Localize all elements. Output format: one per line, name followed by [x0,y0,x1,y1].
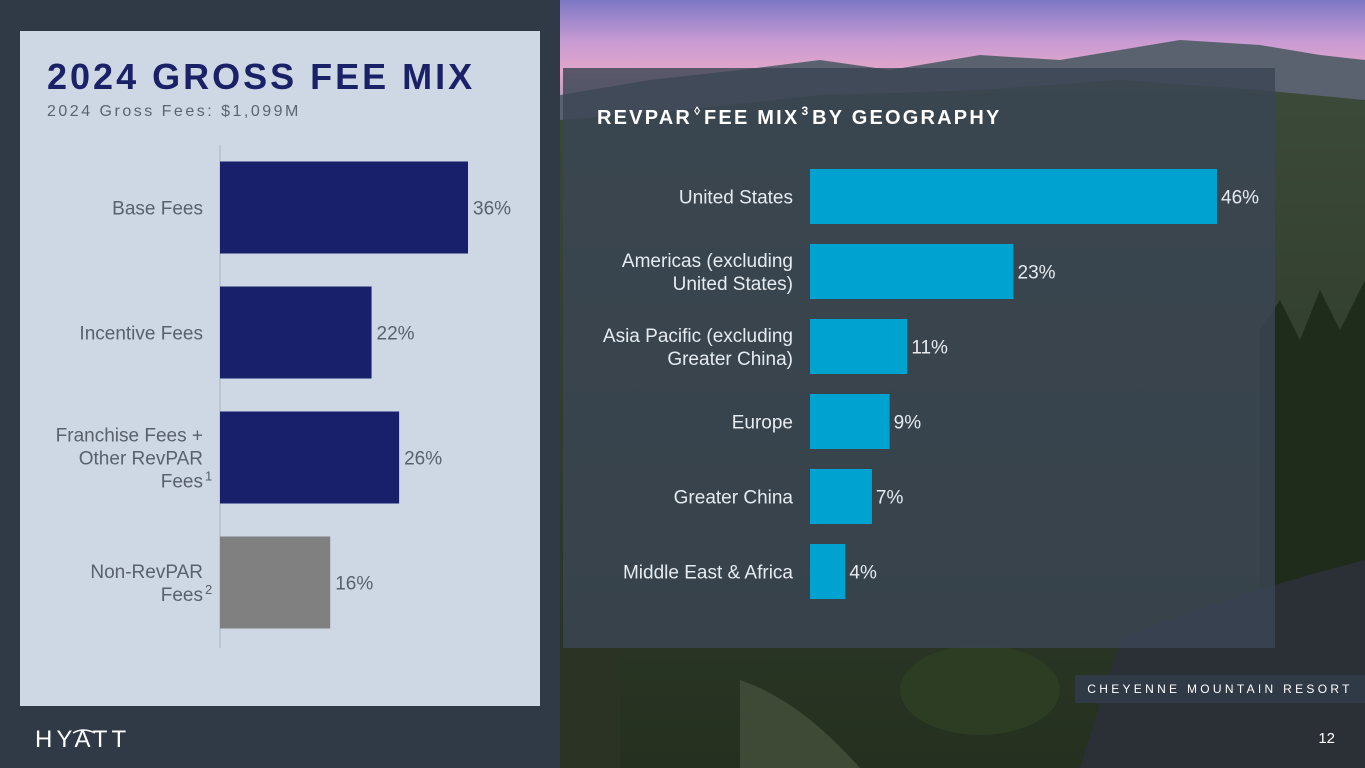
geo-category-label-0-0: United States [679,188,793,209]
title-part-1: REVPAR [597,107,693,129]
data-label-3: 16% [335,574,373,595]
title-part-3: BY GEOGRAPHY [812,107,1002,129]
geography-fee-mix-chart: 46% United States 23% Americas (excludingUn… [603,169,1259,599]
footnote-mark-3: 2 [205,582,212,597]
footnote-mark-3: 3 [801,104,809,118]
category-label-3-1: Fees [161,585,203,606]
chart-title: 2024 GROSS FEE MIX [47,56,476,97]
geo-category-label-1-1: United States) [673,274,793,295]
geo-bar-2 [810,319,908,374]
right-panel [563,68,1275,648]
category-label-2-1: Other RevPAR [79,449,203,470]
chart-subtitle: 2024 Gross Fees: $1,099M [47,103,301,120]
geo-category-label-3-0: Europe [732,413,793,434]
geography-chart-title: REVPAR ◊ FEE MIX 3 BY GEOGRAPHY [597,104,1002,130]
bar-3 [220,536,331,629]
geo-bar-5 [810,544,846,599]
hyatt-logo: HYATT [35,723,135,758]
geo-data-label-4: 7% [876,488,904,509]
geo-data-label-1: 23% [1018,263,1056,284]
category-label-1-0: Incentive Fees [79,324,203,345]
geo-category-label-2-1: Greater China) [667,349,793,370]
geo-bar-3 [810,394,890,449]
bar-0 [220,161,468,254]
data-label-1: 22% [377,324,415,345]
category-label-2-2: Fees [161,472,203,493]
geo-data-label-2: 11% [911,338,948,359]
footnote-mark-2: 1 [205,469,212,484]
title-part-2: FEE MIX [704,107,800,129]
category-label-2-0: Franchise Fees + [56,426,203,447]
geo-category-label-4-0: Greater China [674,488,794,509]
logo-arc [72,729,96,734]
geo-data-label-3: 9% [894,413,922,434]
bar-2 [220,411,400,504]
data-label-2: 26% [404,449,442,470]
diamond-footnote-mark: ◊ [694,104,701,118]
data-label-0: 36% [473,199,511,220]
category-label-3-0: Non-RevPAR [90,562,203,583]
category-label-0-0: Base Fees [112,199,203,220]
page-number: 12 [1318,730,1335,747]
geo-data-label-0: 46% [1221,188,1259,209]
bar-1 [220,286,372,379]
geo-category-label-1-0: Americas (excluding [622,251,793,272]
geo-bar-1 [810,244,1014,299]
geo-bar-0 [810,169,1217,224]
resort-caption: CHEYENNE MOUNTAIN RESORT [1075,675,1365,703]
geo-data-label-5: 4% [849,563,877,584]
geo-category-label-5-0: Middle East & Africa [623,563,793,584]
geo-category-label-2-0: Asia Pacific (excluding [603,326,793,347]
geo-bar-4 [810,469,872,524]
gross-fee-mix-chart: 36% Base Fees 22% Incentive Fees 26% Franchis… [56,145,511,648]
